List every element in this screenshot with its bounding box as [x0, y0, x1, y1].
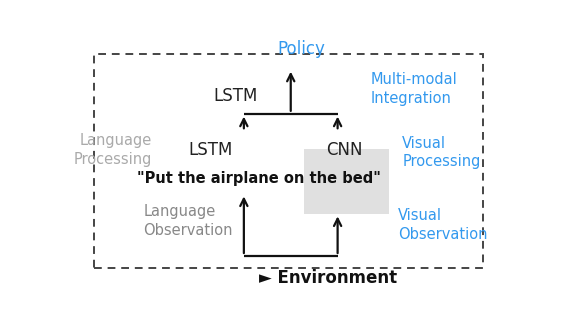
Text: Policy: Policy	[278, 40, 325, 58]
Text: Language
Processing: Language Processing	[74, 133, 152, 167]
Text: Visual
Processing: Visual Processing	[402, 135, 481, 169]
Text: LSTM: LSTM	[188, 141, 233, 159]
Text: Visual
Observation: Visual Observation	[398, 208, 487, 242]
Text: LSTM: LSTM	[213, 87, 257, 105]
Bar	[304, 149, 389, 214]
Text: Language
Observation: Language Observation	[143, 204, 233, 238]
Text: "Put the airplane on the bed": "Put the airplane on the bed"	[137, 171, 381, 186]
Text: CNN: CNN	[327, 141, 363, 159]
Text: ► Environment: ► Environment	[259, 269, 397, 287]
Text: Multi-modal
Integration: Multi-modal Integration	[371, 72, 458, 106]
